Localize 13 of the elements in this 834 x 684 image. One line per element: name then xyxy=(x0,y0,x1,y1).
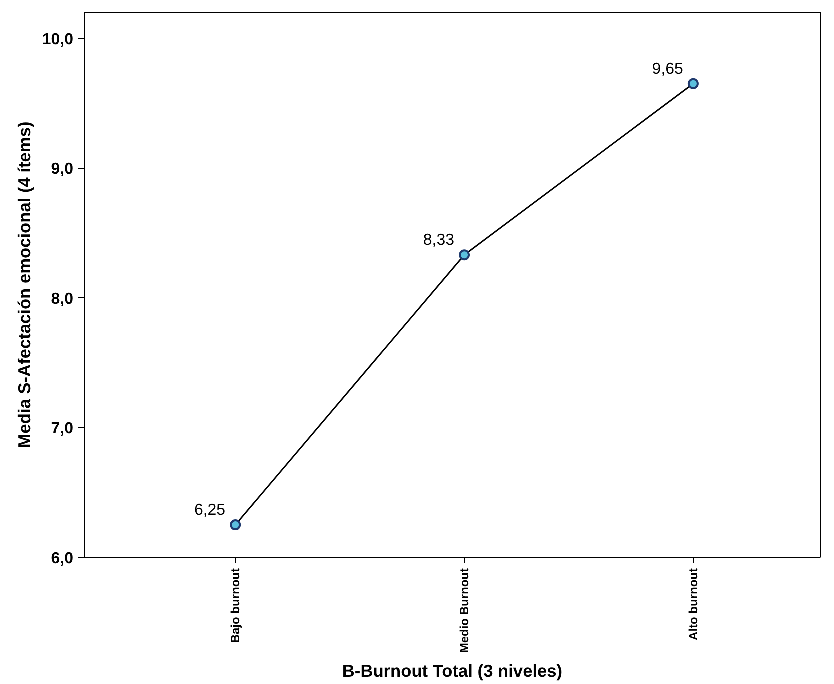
y-tick-label: 9,0 xyxy=(51,161,74,178)
data-label: 8,33 xyxy=(423,232,455,250)
x-tick-label: Alto burnout xyxy=(686,568,700,640)
data-label: 6,25 xyxy=(194,502,226,520)
y-tick-label: 8,0 xyxy=(51,290,74,308)
y-tick-label: 6,0 xyxy=(51,550,74,568)
x-tick-label: Bajo burnout xyxy=(228,568,243,644)
x-tick-label: Medio Burnout xyxy=(458,568,472,654)
y-axis-title: Media S-Afectación emocional (4 ítems) xyxy=(14,122,34,448)
data-label: 9,65 xyxy=(652,60,684,78)
y-tick-label: 10,0 xyxy=(42,31,74,48)
y-tick-label: 7,0 xyxy=(51,420,74,438)
x-axis-title: B-Burnout Total (3 niveles) xyxy=(342,661,563,682)
